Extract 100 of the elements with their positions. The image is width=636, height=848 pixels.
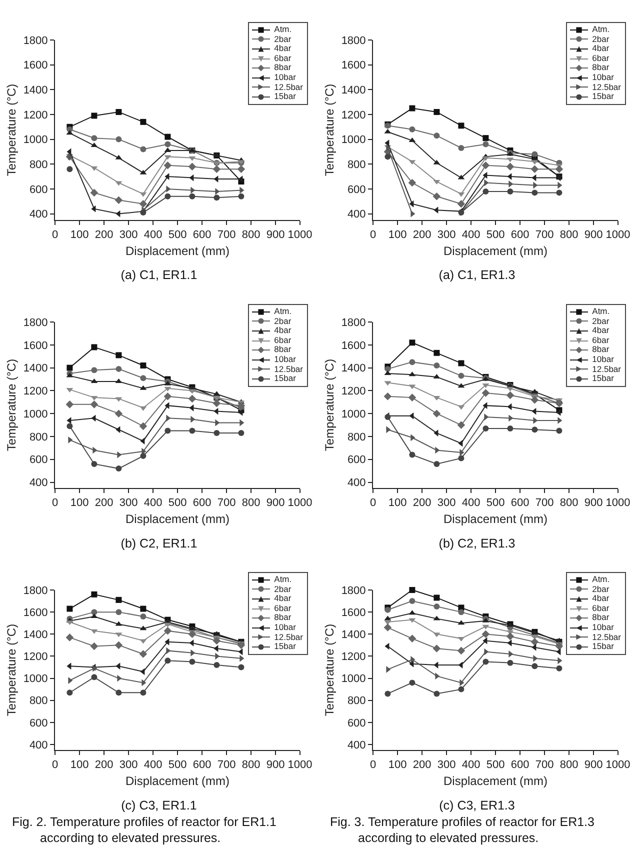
point bbox=[237, 165, 246, 173]
x-tick-label: 0 bbox=[370, 759, 376, 772]
x-tick-label: 400 bbox=[462, 497, 480, 510]
legend-label: 2bar bbox=[592, 316, 610, 326]
point bbox=[532, 663, 538, 670]
point bbox=[532, 426, 538, 433]
legend-label: 12.5bar bbox=[274, 632, 303, 642]
x-tick-label: 200 bbox=[94, 759, 114, 772]
point bbox=[91, 460, 98, 467]
point bbox=[91, 609, 98, 616]
x-tick-label: 300 bbox=[437, 497, 456, 510]
legend-label: 15bar bbox=[592, 373, 614, 384]
point bbox=[434, 594, 440, 601]
x-tick-label: 900 bbox=[266, 759, 285, 772]
point bbox=[484, 414, 489, 420]
y-tick-label: 600 bbox=[347, 184, 366, 196]
legend-label: 10bar bbox=[274, 354, 296, 365]
x-tick-label: 100 bbox=[388, 497, 407, 510]
point bbox=[188, 394, 196, 403]
point bbox=[532, 190, 538, 196]
x-tick-label: 400 bbox=[462, 759, 480, 772]
x-axis-title: Displacement (mm) bbox=[125, 244, 230, 258]
y-tick-label: 800 bbox=[29, 431, 48, 444]
legend-label: 12.5bar bbox=[592, 82, 621, 92]
point bbox=[432, 192, 441, 200]
x-tick-label: 600 bbox=[510, 759, 530, 772]
y-tick-label: 400 bbox=[29, 208, 48, 221]
y-tick-label: 1600 bbox=[341, 606, 366, 619]
point bbox=[140, 690, 146, 696]
point bbox=[189, 658, 196, 665]
legend-label: 4bar bbox=[274, 325, 292, 336]
y-tick-label: 1600 bbox=[23, 340, 48, 352]
point bbox=[432, 644, 441, 652]
point bbox=[66, 364, 73, 371]
x-tick-label: 100 bbox=[70, 759, 89, 772]
text: (c) C3, ER1.3 bbox=[439, 798, 515, 812]
x-tick-label: 1000 bbox=[288, 229, 312, 242]
x-axis-title: Displacement (mm) bbox=[443, 512, 548, 526]
point bbox=[482, 188, 489, 194]
legend-label: 12.5bar bbox=[274, 364, 303, 374]
legend-label: 8bar bbox=[592, 344, 610, 355]
caption: Fig. 2. Temperature profiles of reactor for ER1.1 according to elevated pressures. bbox=[11, 814, 278, 846]
point bbox=[114, 196, 123, 204]
x-tick-label: 200 bbox=[412, 497, 432, 510]
point bbox=[410, 656, 416, 663]
point bbox=[66, 417, 72, 424]
point bbox=[458, 455, 464, 462]
legend-label: 6bar bbox=[592, 334, 610, 346]
point bbox=[116, 136, 122, 142]
point bbox=[140, 452, 146, 459]
y-tick-label: 1800 bbox=[341, 316, 366, 329]
y-tick-label: 1000 bbox=[341, 408, 366, 420]
x-axis-title: Displacement (mm) bbox=[125, 774, 230, 788]
x-tick-label: 500 bbox=[168, 229, 187, 242]
point bbox=[530, 638, 539, 646]
x-tick-label: 900 bbox=[584, 229, 603, 242]
point bbox=[506, 391, 514, 400]
x-tick-label: 600 bbox=[510, 229, 530, 242]
point bbox=[66, 690, 73, 696]
x-tick-label: 100 bbox=[70, 229, 89, 242]
point bbox=[409, 126, 416, 132]
point bbox=[116, 690, 122, 696]
x-tick-label: 600 bbox=[192, 497, 212, 510]
x-tick-label: 100 bbox=[388, 759, 407, 772]
point bbox=[212, 165, 221, 173]
point bbox=[409, 105, 416, 112]
point bbox=[164, 161, 172, 170]
legend-label: 8bar bbox=[592, 612, 610, 623]
point bbox=[164, 141, 171, 148]
legend-label: 6bar bbox=[592, 52, 610, 64]
point bbox=[66, 423, 73, 430]
x-tick-label: 600 bbox=[192, 759, 212, 772]
point bbox=[458, 609, 464, 616]
legend-label: 10bar bbox=[592, 354, 614, 365]
point bbox=[238, 176, 243, 182]
y-tick-label: 1000 bbox=[23, 673, 48, 686]
point bbox=[91, 367, 98, 374]
point bbox=[458, 662, 463, 668]
legend-label: Atm. bbox=[592, 306, 610, 317]
x-tick-label: 400 bbox=[144, 497, 162, 510]
x-tick-label: 400 bbox=[462, 229, 480, 242]
point bbox=[555, 642, 564, 650]
point bbox=[458, 372, 464, 379]
x-tick-label: 700 bbox=[535, 229, 554, 242]
point bbox=[164, 428, 171, 434]
point bbox=[556, 190, 562, 196]
point bbox=[384, 690, 391, 697]
point bbox=[384, 154, 391, 160]
point bbox=[558, 417, 562, 424]
y-tick-label: 1000 bbox=[341, 134, 366, 146]
legend-label: 12.5bar bbox=[592, 364, 621, 374]
legend-label: 6bar bbox=[274, 334, 292, 346]
legend-label: 15bar bbox=[274, 641, 296, 652]
point bbox=[482, 389, 490, 397]
x-tick-label: 400 bbox=[144, 759, 162, 772]
legend-label: 4bar bbox=[592, 43, 610, 54]
point bbox=[91, 344, 98, 350]
x-tick-label: 300 bbox=[437, 229, 456, 242]
x-tick-label: 300 bbox=[119, 759, 138, 772]
point bbox=[507, 188, 514, 194]
